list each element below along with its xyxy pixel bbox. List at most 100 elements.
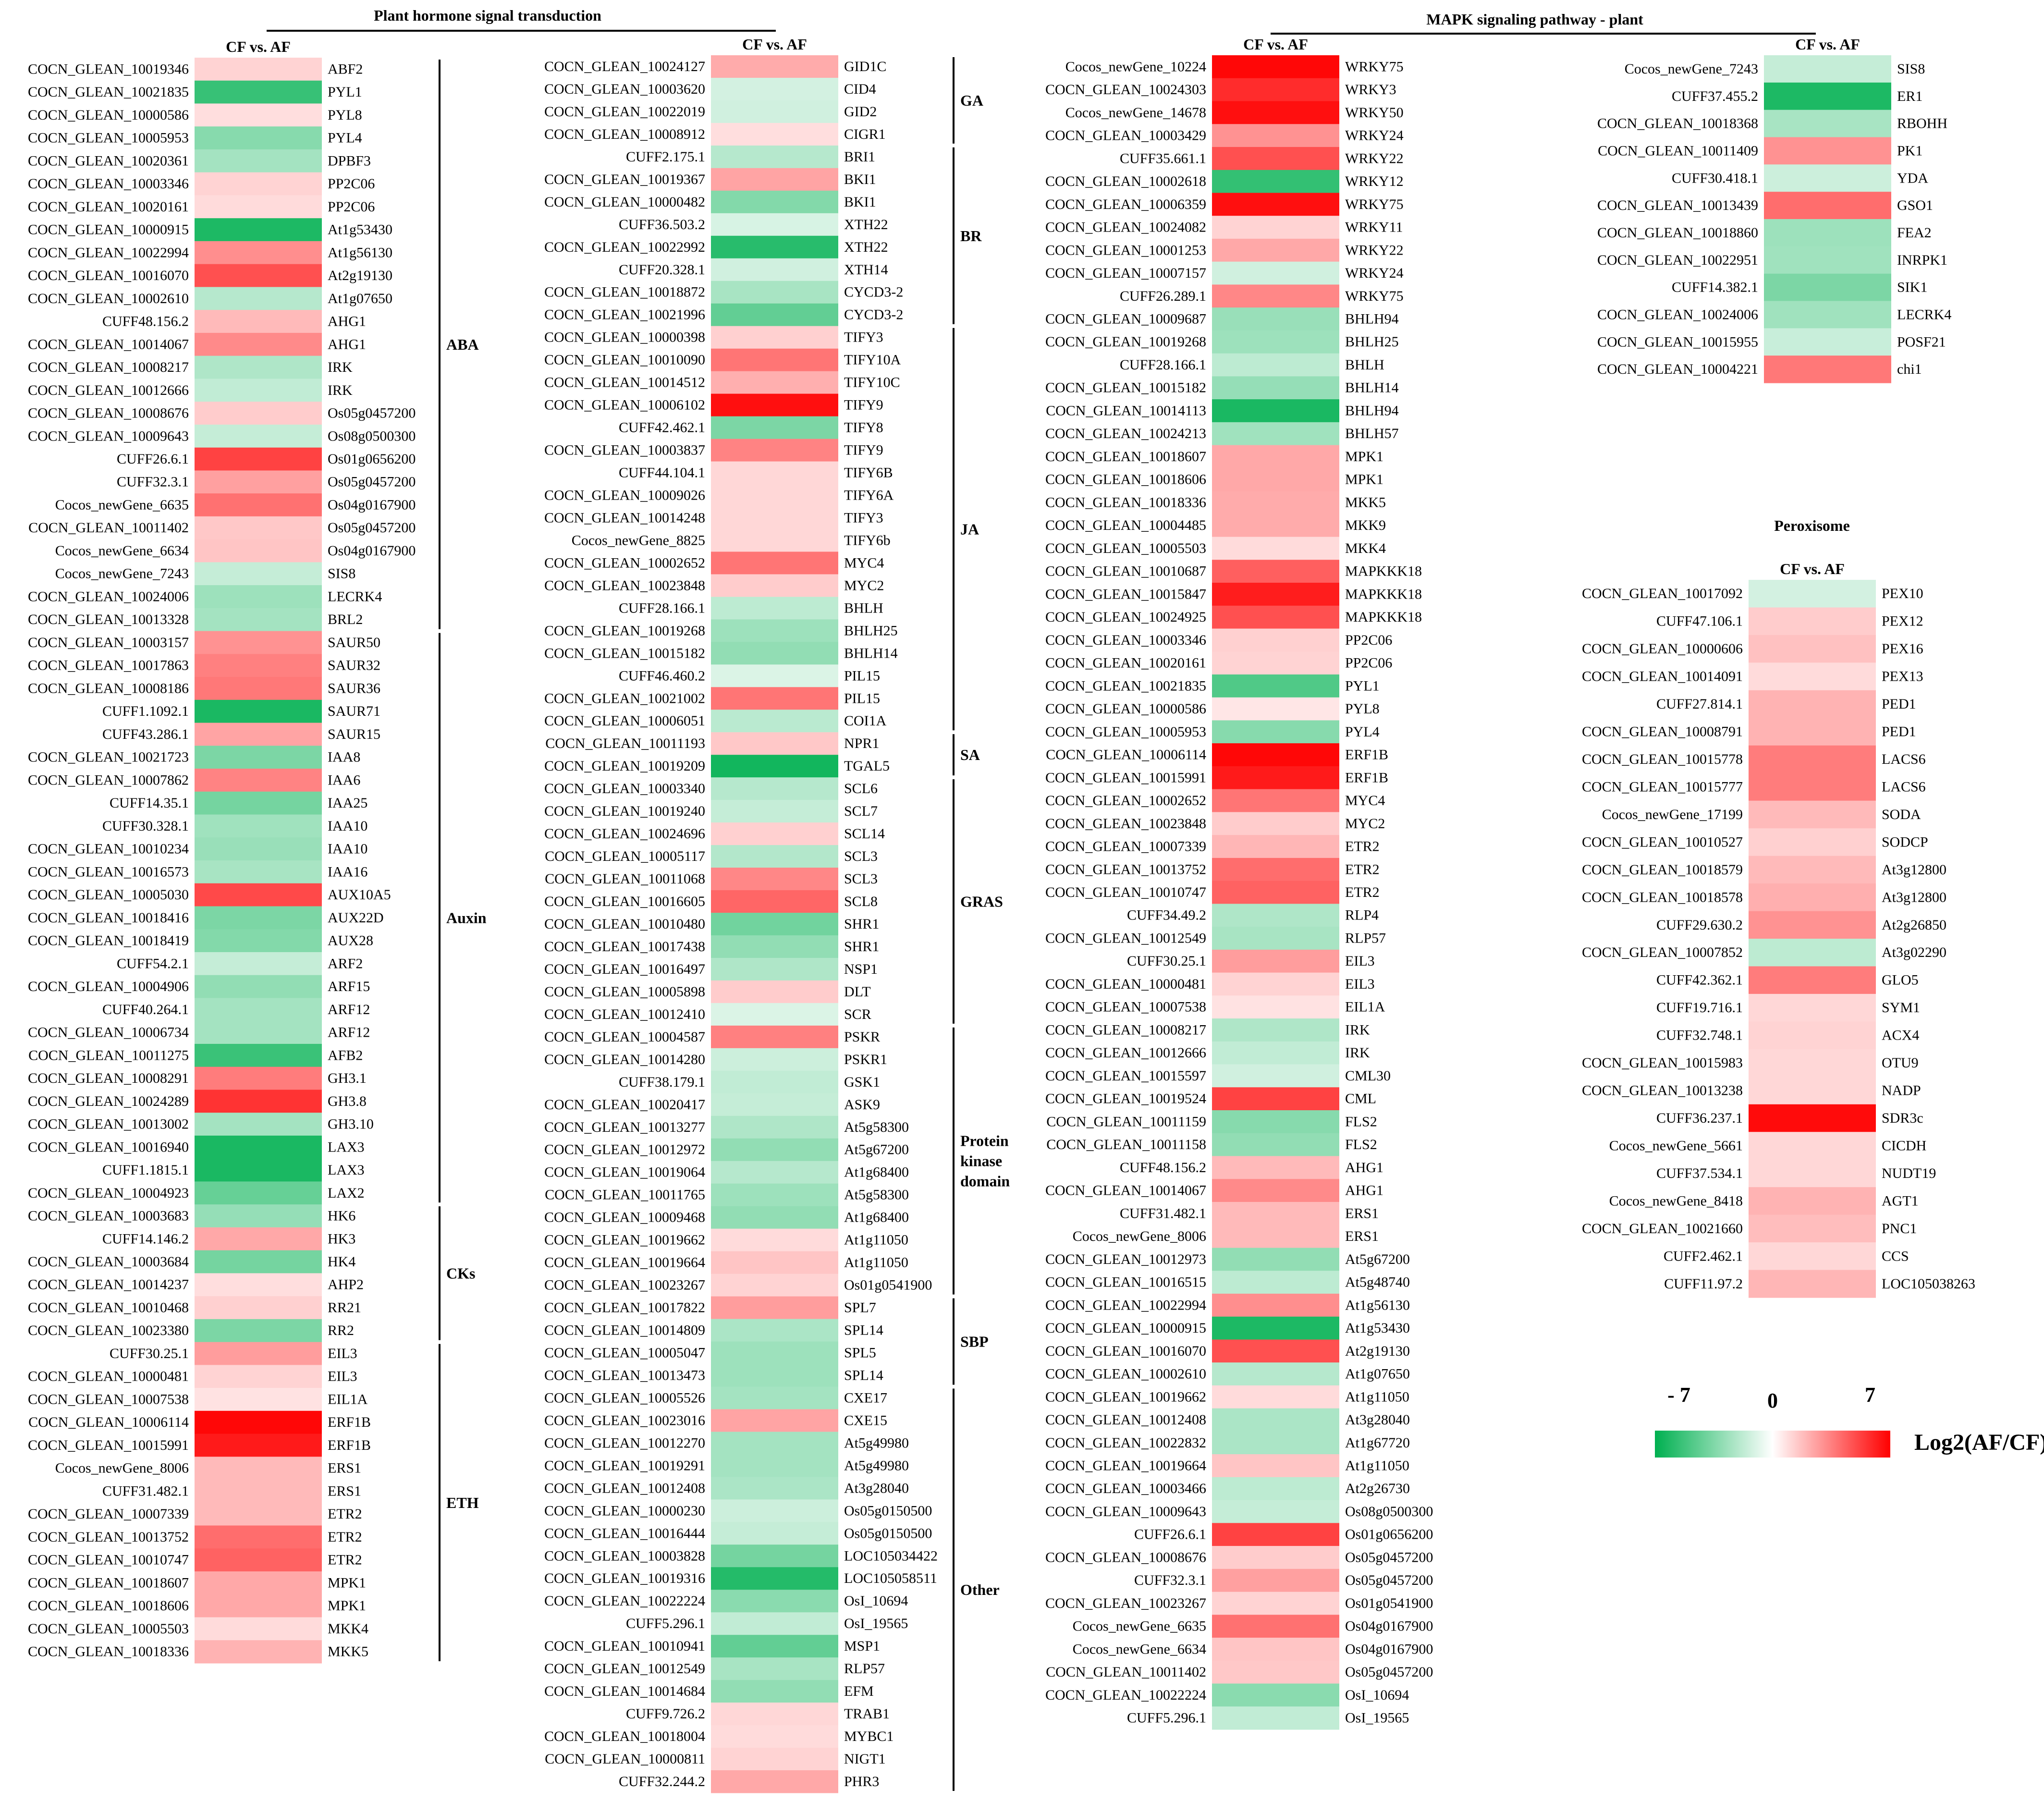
heatmap-cell <box>195 1457 322 1480</box>
gene-label: DLT <box>844 984 871 1000</box>
gene-label: MKK4 <box>1345 540 1386 556</box>
gene-label: IAA8 <box>328 749 360 765</box>
heatmap-cell <box>195 1066 322 1090</box>
heatmap-cell <box>1749 662 1876 691</box>
heatmap-cell <box>195 608 322 632</box>
heatmap-cell <box>711 213 838 236</box>
row-id-label: COCN_GLEAN_10007157 <box>1045 265 1206 281</box>
row-id-label: COCN_GLEAN_10023267 <box>1045 1595 1206 1611</box>
gene-label: ERS1 <box>1345 1205 1379 1221</box>
heatmap-cell <box>711 190 838 214</box>
heatmap-cell <box>195 1021 322 1044</box>
row-id-label: COCN_GLEAN_10011402 <box>28 520 189 536</box>
row-id-label: COCN_GLEAN_10019664 <box>544 1255 705 1271</box>
gene-label: IAA6 <box>328 772 360 788</box>
row-id-label: CUFF30.328.1 <box>102 818 189 834</box>
legend-colorbar <box>1655 1431 1890 1458</box>
gene-label: ARF15 <box>328 979 370 994</box>
gene-label: BHLH25 <box>844 623 898 638</box>
row-id-label: COCN_GLEAN_10011275 <box>28 1047 189 1063</box>
gene-label: ETR2 <box>328 1529 362 1545</box>
gene-label: WRKY22 <box>1345 150 1404 166</box>
gene-label: EIL1A <box>1345 999 1385 1015</box>
row-id-label: COCN_GLEAN_10002652 <box>544 555 705 571</box>
gene-label: PK1 <box>1897 143 1922 159</box>
gene-label: SAUR15 <box>328 726 380 742</box>
gene-label: PP2C06 <box>1345 655 1392 671</box>
heatmap-cell <box>195 1135 322 1159</box>
heatmap-cell <box>711 1386 838 1410</box>
gene-label: LECRK4 <box>1897 306 1951 322</box>
row-id-label: COCN_GLEAN_10010687 <box>1045 564 1206 579</box>
heatmap-cell <box>711 1183 838 1207</box>
gene-label: IAA10 <box>328 818 367 834</box>
gene-label: MAPKKK18 <box>1345 564 1422 579</box>
heatmap-cell <box>1749 966 1876 994</box>
row-id-label: COCN_GLEAN_10017863 <box>28 658 189 674</box>
heatmap-cell <box>195 1250 322 1274</box>
gene-label: TIFY9 <box>844 442 883 458</box>
row-id-label: COCN_GLEAN_10007862 <box>28 772 189 788</box>
heatmap-cell <box>711 597 838 620</box>
heatmap-cell <box>1749 1132 1876 1160</box>
row-id-label: COCN_GLEAN_10019240 <box>544 803 705 819</box>
heatmap-cell <box>711 980 838 1004</box>
row-id-label: CUFF20.328.1 <box>619 262 705 278</box>
row-id-label: CUFF1.1092.1 <box>102 703 189 719</box>
row-id-label: COCN_GLEAN_10006359 <box>1045 196 1206 212</box>
gene-label: At2g26850 <box>1882 917 1946 933</box>
heatmap-cell <box>1212 1133 1339 1157</box>
gene-label: BHLH14 <box>1345 380 1399 396</box>
heatmap-cell <box>195 355 322 379</box>
row-id-label: COCN_GLEAN_10014113 <box>1046 403 1206 418</box>
gene-label: XTH22 <box>844 239 888 255</box>
heatmap-cell <box>1212 904 1339 927</box>
row-id-label: COCN_GLEAN_10019268 <box>1045 334 1206 350</box>
heatmap-cell <box>195 998 322 1021</box>
heatmap-cell <box>711 777 838 800</box>
row-id-label: CUFF30.25.1 <box>1127 953 1206 969</box>
gene-label: ETR2 <box>1345 884 1380 900</box>
heatmap-cell <box>711 439 838 462</box>
heatmap-cell <box>1212 284 1339 308</box>
row-id-label: COCN_GLEAN_10007538 <box>28 1391 189 1407</box>
heatmap-cell <box>1749 828 1876 857</box>
row-id-label: COCN_GLEAN_10009643 <box>28 428 189 444</box>
row-id-label: Cocos_newGene_6635 <box>55 497 189 513</box>
row-id-label: CUFF44.104.1 <box>619 465 705 481</box>
row-id-label: CUFF2.462.1 <box>1664 1248 1743 1264</box>
row-id-label: COCN_GLEAN_10002652 <box>1045 793 1206 809</box>
gene-label: Os05g0150500 <box>844 1503 932 1519</box>
heatmap-cell <box>1764 355 1891 383</box>
gene-label: SAUR32 <box>328 658 380 674</box>
row-id-label: COCN_GLEAN_10005953 <box>1045 724 1206 740</box>
gene-label: ARF2 <box>328 956 363 971</box>
heatmap-cell <box>1749 993 1876 1022</box>
gene-label: AUX28 <box>328 933 373 949</box>
heatmap-cell <box>1212 491 1339 515</box>
row-id-label: Cocos_newGene_8006 <box>1073 1228 1206 1244</box>
row-id-label: COCN_GLEAN_10019662 <box>1045 1389 1206 1405</box>
gene-label: XTH14 <box>844 262 888 278</box>
gene-label: PP2C06 <box>328 176 375 192</box>
heatmap-cell <box>1212 1201 1339 1225</box>
gene-label: BHLH14 <box>844 645 898 661</box>
gene-label: SCL7 <box>844 803 878 819</box>
heatmap-cell <box>711 551 838 575</box>
gene-label: GSO1 <box>1897 197 1933 213</box>
heatmap-cell <box>711 55 838 78</box>
gene-label: NUDT19 <box>1882 1165 1936 1181</box>
heatmap-cell <box>1212 651 1339 675</box>
row-id-label: COCN_GLEAN_10008912 <box>544 126 705 142</box>
heatmap-cell <box>1749 718 1876 746</box>
heatmap-cell <box>195 516 322 540</box>
gene-label: SPL5 <box>844 1345 876 1361</box>
row-id-label: COCN_GLEAN_10013752 <box>28 1529 189 1545</box>
row-id-label: CUFF14.382.1 <box>1672 280 1758 295</box>
gene-label: PEX13 <box>1882 669 1923 685</box>
gene-label: PSKR <box>844 1029 880 1045</box>
gene-label: At5g49980 <box>844 1458 909 1473</box>
gene-label: SCR <box>844 1006 871 1022</box>
heatmap-cell <box>1764 164 1891 192</box>
row-id-label: Cocos_newGene_8418 <box>1609 1193 1743 1209</box>
